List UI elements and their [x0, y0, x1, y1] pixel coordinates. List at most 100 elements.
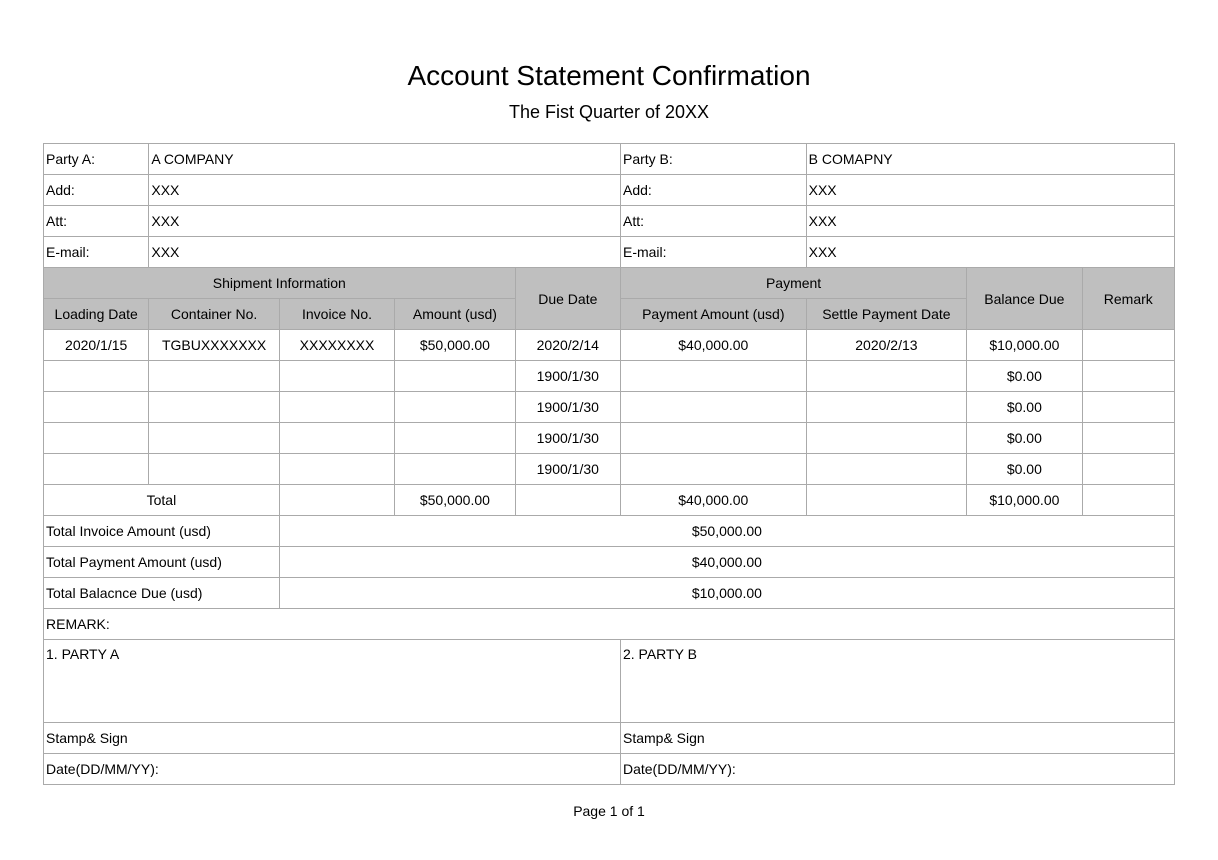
partyB-value: B COMAPNY: [806, 144, 1174, 175]
partyA-label: Party A:: [44, 144, 149, 175]
hdr-amount: Amount (usd): [395, 299, 515, 330]
partyA-value: A COMPANY: [149, 144, 621, 175]
cell-amount: [395, 361, 515, 392]
sig-dateA: Date(DD/MM/YY):: [44, 754, 621, 785]
cell-payamount: [620, 361, 806, 392]
addB-value: XXX: [806, 175, 1174, 206]
hdr-payamount: Payment Amount (usd): [620, 299, 806, 330]
sig-stampB: Stamp& Sign: [620, 723, 1174, 754]
cell-amount: $50,000.00: [395, 330, 515, 361]
cell-invoice: XXXXXXXX: [279, 330, 394, 361]
statement-table: Party A: A COMPANY Party B: B COMAPNY Ad…: [43, 143, 1175, 785]
cell-due: 1900/1/30: [515, 454, 620, 485]
cell-container: [149, 361, 279, 392]
hdr-loading: Loading Date: [44, 299, 149, 330]
total-payamount: $40,000.00: [620, 485, 806, 516]
cell-settle: [806, 361, 967, 392]
table-row: 1900/1/30 $0.00: [44, 454, 1175, 485]
hdr-invoice: Invoice No.: [279, 299, 394, 330]
cell-loading: 2020/1/15: [44, 330, 149, 361]
cell-invoice: [279, 423, 394, 454]
total-blank: [279, 485, 394, 516]
sum-pay-value: $40,000.00: [279, 547, 1174, 578]
cell-payamount: [620, 454, 806, 485]
total-blank: [515, 485, 620, 516]
addA-label: Add:: [44, 175, 149, 206]
table-row: 1900/1/30 $0.00: [44, 392, 1175, 423]
cell-amount: [395, 454, 515, 485]
cell-loading: [44, 454, 149, 485]
cell-remark: [1082, 454, 1174, 485]
cell-invoice: [279, 454, 394, 485]
cell-remark: [1082, 423, 1174, 454]
emailB-value: XXX: [806, 237, 1174, 268]
sig-partyB: 2. PARTY B: [620, 640, 1174, 723]
partyB-label: Party B:: [620, 144, 806, 175]
cell-due: 2020/2/14: [515, 330, 620, 361]
cell-remark: [1082, 330, 1174, 361]
sum-inv-label: Total Invoice Amount (usd): [44, 516, 280, 547]
cell-loading: [44, 392, 149, 423]
sum-bal-value: $10,000.00: [279, 578, 1174, 609]
page-title: Account Statement Confirmation: [40, 60, 1178, 92]
total-blank: [806, 485, 967, 516]
cell-remark: [1082, 361, 1174, 392]
hdr-container: Container No.: [149, 299, 279, 330]
table-row: 2020/1/15 TGBUXXXXXXX XXXXXXXX $50,000.0…: [44, 330, 1175, 361]
cell-payamount: $40,000.00: [620, 330, 806, 361]
cell-due: 1900/1/30: [515, 423, 620, 454]
cell-payamount: [620, 423, 806, 454]
cell-balance: $0.00: [967, 454, 1082, 485]
cell-balance: $10,000.00: [967, 330, 1082, 361]
cell-invoice: [279, 392, 394, 423]
addB-label: Add:: [620, 175, 806, 206]
hdr-due: Due Date: [515, 268, 620, 330]
cell-due: 1900/1/30: [515, 392, 620, 423]
cell-container: [149, 423, 279, 454]
cell-container: TGBUXXXXXXX: [149, 330, 279, 361]
cell-balance: $0.00: [967, 392, 1082, 423]
total-label: Total: [44, 485, 280, 516]
sum-bal-label: Total Balacnce Due (usd): [44, 578, 280, 609]
hdr-balance: Balance Due: [967, 268, 1082, 330]
cell-balance: $0.00: [967, 423, 1082, 454]
remark-label: REMARK:: [44, 609, 1175, 640]
table-row: 1900/1/30 $0.00: [44, 361, 1175, 392]
cell-settle: [806, 423, 967, 454]
hdr-settle: Settle Payment Date: [806, 299, 967, 330]
cell-due: 1900/1/30: [515, 361, 620, 392]
hdr-payment: Payment: [620, 268, 966, 299]
emailB-label: E-mail:: [620, 237, 806, 268]
total-balance: $10,000.00: [967, 485, 1082, 516]
cell-invoice: [279, 361, 394, 392]
cell-amount: [395, 423, 515, 454]
emailA-value: XXX: [149, 237, 621, 268]
cell-loading: [44, 361, 149, 392]
cell-loading: [44, 423, 149, 454]
cell-settle: [806, 392, 967, 423]
page-number: Page 1 of 1: [40, 803, 1178, 819]
cell-settle: [806, 454, 967, 485]
addA-value: XXX: [149, 175, 621, 206]
total-amount: $50,000.00: [395, 485, 515, 516]
cell-container: [149, 392, 279, 423]
page-subtitle: The Fist Quarter of 20XX: [40, 102, 1178, 123]
sum-inv-value: $50,000.00: [279, 516, 1174, 547]
sum-pay-label: Total Payment Amount (usd): [44, 547, 280, 578]
attA-value: XXX: [149, 206, 621, 237]
attA-label: Att:: [44, 206, 149, 237]
hdr-remark: Remark: [1082, 268, 1174, 330]
sig-stampA: Stamp& Sign: [44, 723, 621, 754]
cell-container: [149, 454, 279, 485]
emailA-label: E-mail:: [44, 237, 149, 268]
attB-value: XXX: [806, 206, 1174, 237]
sig-partyA: 1. PARTY A: [44, 640, 621, 723]
sig-dateB: Date(DD/MM/YY):: [620, 754, 1174, 785]
cell-payamount: [620, 392, 806, 423]
cell-amount: [395, 392, 515, 423]
cell-balance: $0.00: [967, 361, 1082, 392]
total-blank: [1082, 485, 1174, 516]
table-row: 1900/1/30 $0.00: [44, 423, 1175, 454]
cell-remark: [1082, 392, 1174, 423]
total-row: Total $50,000.00 $40,000.00 $10,000.00: [44, 485, 1175, 516]
